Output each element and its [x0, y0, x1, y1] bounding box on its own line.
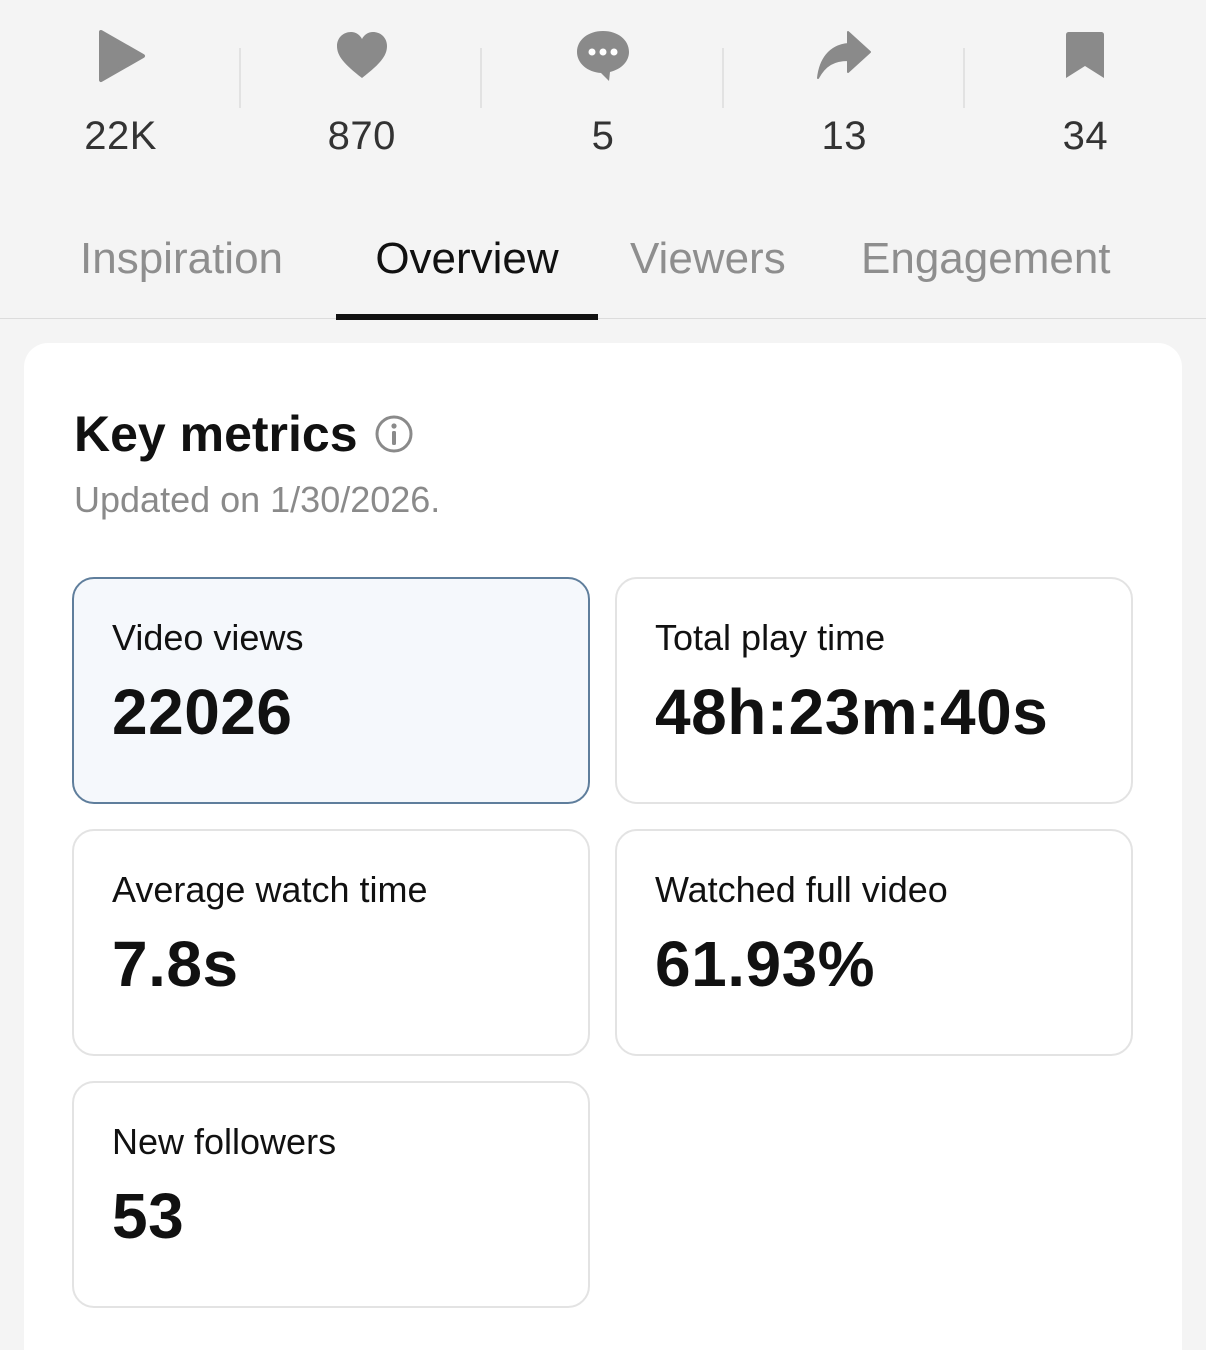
- comment-icon: [573, 26, 633, 86]
- divider: [962, 48, 965, 108]
- stat-count: 870: [327, 114, 396, 158]
- tab-engagement[interactable]: Engagement: [861, 234, 1111, 319]
- metric-value: 61.93%: [655, 928, 876, 1000]
- metric-label: Total play time: [655, 617, 886, 658]
- metric-label: Video views: [112, 617, 304, 658]
- tab-label: Viewers: [630, 234, 786, 283]
- heart-icon: [332, 26, 392, 86]
- metric-watched-full-video[interactable]: Watched full video 61.93%: [615, 829, 1133, 1056]
- metric-label: New followers: [112, 1121, 337, 1162]
- metric-label: Watched full video: [655, 869, 948, 910]
- metric-value: 7.8s: [112, 928, 239, 1000]
- metric-label: Average watch time: [112, 869, 428, 910]
- metric-average-watch-time[interactable]: Average watch time 7.8s: [72, 829, 590, 1056]
- tab-inspiration[interactable]: Inspiration: [80, 234, 283, 319]
- stat-count: 5: [591, 114, 615, 158]
- stat-shares: 13: [724, 0, 965, 200]
- metric-value: 22026: [112, 676, 293, 748]
- key-metrics-title: Key metrics: [74, 406, 358, 462]
- key-metrics-card: Key metrics Updated on 1/30/2026. Video …: [24, 343, 1182, 1350]
- bookmark-icon: [1055, 26, 1115, 86]
- metric-video-views[interactable]: Video views 22026: [72, 577, 590, 804]
- stat-count: 34: [1062, 114, 1109, 158]
- share-icon: [814, 26, 874, 86]
- updated-date: Updated on 1/30/2026.: [74, 479, 441, 520]
- metric-value: 48h:23m:40s: [655, 676, 1049, 748]
- stat-saves: 34: [965, 0, 1206, 200]
- divider: [480, 48, 483, 108]
- stat-count: 22K: [84, 114, 157, 158]
- stat-count: 13: [821, 114, 867, 158]
- stat-plays: 22K: [0, 0, 242, 200]
- tab-viewers[interactable]: Viewers: [630, 234, 786, 319]
- metric-new-followers[interactable]: New followers 53: [72, 1081, 590, 1308]
- key-metrics-heading: Key metrics: [74, 405, 414, 463]
- tab-label: Engagement: [861, 234, 1111, 283]
- tab-label: Overview: [375, 234, 559, 283]
- tab-bar: Inspiration Overview Viewers Engagement: [0, 200, 1206, 320]
- active-tab-indicator: [336, 314, 598, 320]
- stat-likes: 870: [241, 0, 483, 200]
- divider: [239, 48, 242, 108]
- metric-total-play-time[interactable]: Total play time 48h:23m:40s: [615, 577, 1133, 804]
- engagement-stats-bar: 22K 870 5: [0, 0, 1206, 200]
- play-icon: [91, 26, 151, 86]
- tab-label: Inspiration: [80, 234, 284, 283]
- tab-overview[interactable]: Overview: [336, 234, 598, 320]
- stat-comments: 5: [482, 0, 724, 200]
- info-icon[interactable]: [374, 414, 414, 454]
- divider: [721, 48, 724, 108]
- metric-value: 53: [112, 1180, 185, 1252]
